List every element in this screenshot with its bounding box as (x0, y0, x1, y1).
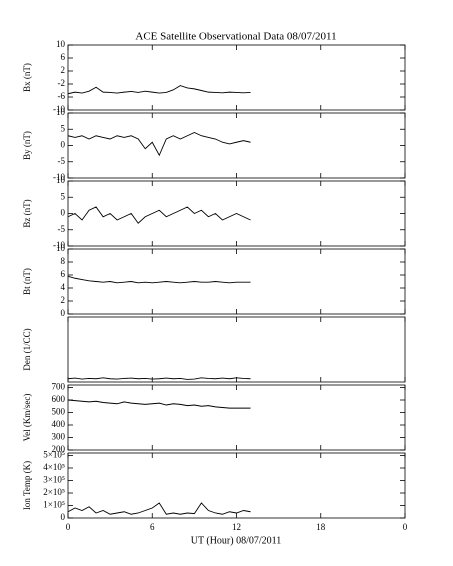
y-tick-label: 300 (52, 432, 66, 442)
y-tick-label: 8 (61, 256, 66, 266)
panel-frame (67, 452, 406, 519)
y-tick-label: 2 (61, 295, 66, 305)
data-line (67, 275, 251, 284)
y-axis-label: Bt (nT) (22, 268, 32, 295)
y-tick-label: 6 (61, 269, 66, 279)
x-tick-label: 0 (403, 522, 408, 532)
y-axis-label: Bz (nT) (22, 199, 32, 227)
y-tick-label: 1×10⁵ (43, 500, 65, 510)
y-tick-label: 5 (61, 123, 66, 133)
y-tick-label: 600 (52, 394, 66, 404)
data-line (67, 377, 251, 380)
x-axis-label: UT (Hour) 08/07/2011 (191, 535, 282, 546)
y-tick-label: 5×10⁵ (43, 450, 65, 460)
x-tick-label: 0 (66, 522, 71, 532)
y-tick-label: -6 (58, 91, 66, 101)
y-tick-label: 5 (61, 191, 66, 201)
y-tick-label: 10 (56, 107, 66, 117)
y-tick-label: 400 (52, 419, 66, 429)
y-tick-label: -5 (58, 224, 66, 234)
panel-frame (67, 112, 406, 179)
y-tick-label: -10 (53, 240, 65, 250)
y-tick-label: -10 (53, 104, 65, 114)
panel-frame (67, 384, 406, 451)
y-tick-label: 700 (52, 382, 66, 392)
y-tick-label: 200 (52, 444, 66, 454)
y-tick-label: 10 (56, 243, 66, 253)
y-tick-label: 6 (61, 52, 66, 62)
y-tick-label: 500 (52, 407, 66, 417)
y-tick-label: 4 (61, 282, 66, 292)
y-tick-label: -2 (58, 78, 66, 88)
y-tick-label: 2×10⁵ (43, 487, 65, 497)
y-tick-label: 3×10⁵ (43, 475, 65, 485)
y-tick-label: 0 (61, 308, 66, 318)
y-axis-label: Den (1/CC) (22, 328, 32, 370)
data-line (67, 85, 251, 95)
y-tick-label: 4×10⁵ (43, 462, 65, 472)
y-tick-label: -5 (58, 156, 66, 166)
data-line (67, 399, 251, 409)
y-tick-label: 2 (61, 65, 66, 75)
x-tick-label: 12 (232, 522, 241, 532)
y-tick-label: -10 (53, 172, 65, 182)
y-axis-label: By (nT) (22, 131, 32, 160)
data-line (67, 502, 251, 515)
y-axis-label: Bx (nT) (22, 63, 32, 92)
y-tick-label: 10 (56, 39, 66, 49)
y-tick-label: 0 (61, 140, 66, 150)
y-axis-label: Ion Temp (K) (22, 461, 32, 510)
y-tick-label: 10 (56, 175, 66, 185)
y-tick-label: 0 (61, 208, 66, 218)
y-tick-label: 0 (61, 512, 66, 522)
y-axis-label: Vel (Km/sec) (22, 394, 32, 442)
panel-frame (67, 44, 406, 111)
x-tick-label: 18 (316, 522, 326, 532)
panel-frame (67, 316, 406, 383)
panel-frame (67, 248, 406, 315)
x-tick-label: 6 (150, 522, 155, 532)
data-line (67, 206, 251, 224)
data-line (67, 132, 251, 157)
chart-title: ACE Satellite Observational Data 08/07/2… (135, 31, 336, 43)
